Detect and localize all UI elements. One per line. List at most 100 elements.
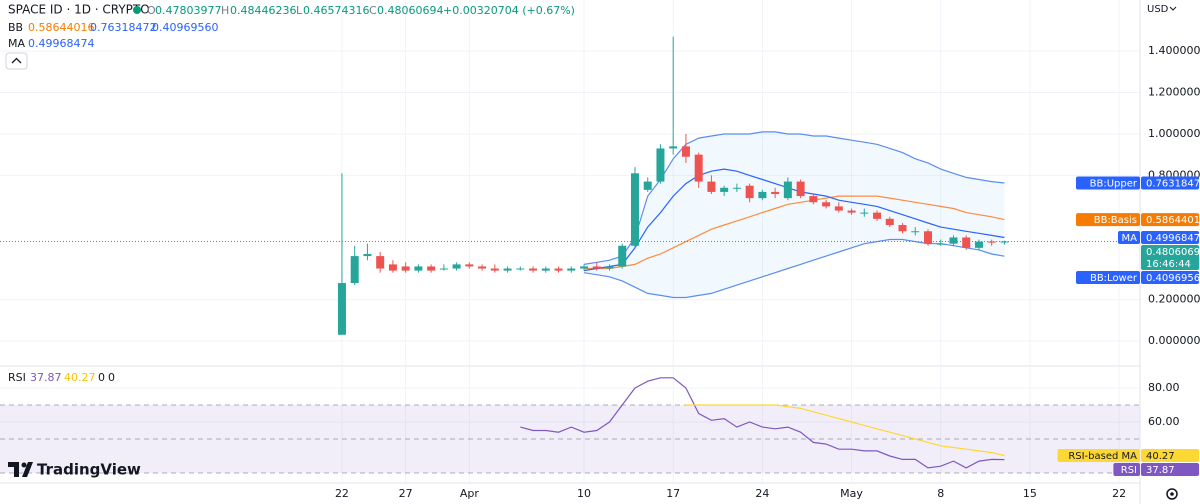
label-name: MA	[1122, 233, 1138, 244]
candle-body	[924, 231, 933, 244]
candle-body	[847, 210, 856, 213]
candle-body	[694, 154, 703, 182]
bb-value: 0.58644016	[28, 21, 94, 34]
candle-body	[1000, 241, 1009, 243]
value-label: 0.40969560	[1146, 273, 1200, 284]
bb-label: BB	[8, 21, 23, 34]
candle-body	[987, 241, 996, 243]
overlay-line	[584, 195, 1005, 270]
candle-body	[350, 256, 359, 284]
label-name: RSI-based MA	[1068, 451, 1137, 462]
rsi-value: 37.87	[30, 371, 62, 384]
candle-body	[376, 256, 385, 269]
ohlc-label: H	[221, 4, 229, 17]
rsi-extra: 0	[108, 371, 115, 384]
legend-header: SPACE ID · 1D · CRYPTO O 0.47803977 H 0.…	[5, 3, 575, 70]
x-tick-label: 17	[666, 487, 680, 500]
bb-fill	[584, 131, 1005, 298]
candle-body	[401, 266, 410, 271]
candle-body	[669, 146, 678, 149]
overlay-line	[583, 168, 1005, 272]
candle-body	[732, 187, 741, 189]
candle-body	[974, 241, 983, 248]
value-tag	[1141, 449, 1199, 463]
candle-body	[592, 266, 601, 269]
logo-text: TradingView	[37, 461, 141, 479]
candle-body	[414, 266, 423, 271]
ohlc-value: 0.47803977	[155, 4, 221, 17]
symbol: SPACE ID · 1D · CRYPTO	[8, 3, 150, 17]
x-tick-label: 22	[335, 487, 349, 500]
collapse-button[interactable]	[5, 52, 28, 70]
candle-body	[478, 266, 487, 269]
label-tag	[1118, 231, 1140, 245]
x-tick-label: Apr	[460, 487, 480, 500]
bb-value: 0.40969560	[152, 21, 218, 34]
candle-body	[796, 181, 805, 197]
x-tick-label: 15	[1023, 487, 1037, 500]
change: +0.00320704 (+0.67%)	[443, 4, 575, 17]
candle-body	[771, 191, 780, 194]
candle-body	[541, 268, 550, 271]
candle-body	[363, 254, 372, 257]
ohlc-label: O	[147, 4, 156, 17]
candle-body	[656, 148, 665, 182]
candle-body	[388, 264, 397, 271]
candle-body	[898, 225, 907, 232]
bb-value: 0.76318472	[90, 21, 156, 34]
label-name: RSI	[1121, 465, 1137, 476]
candle-body	[783, 181, 792, 199]
logo-icon	[21, 462, 27, 468]
candle-body	[834, 206, 843, 211]
value-tag	[1141, 271, 1199, 285]
y-tick-label: 1.20000000	[1148, 86, 1200, 99]
value-label: 0.58644016	[1146, 215, 1200, 226]
candle-body	[720, 187, 729, 192]
rsi-line	[685, 404, 1005, 457]
candle-body	[707, 181, 716, 192]
candle-body	[452, 264, 461, 269]
ma-value: 0.49968474	[28, 37, 94, 50]
y-tick-label: 80.00	[1148, 381, 1180, 394]
value-tag	[1141, 176, 1199, 190]
label-tag	[1057, 449, 1140, 463]
rsi-ma-value: 40.27	[64, 371, 96, 384]
candle-body	[618, 245, 627, 267]
settings[interactable]	[1166, 488, 1178, 500]
ohlc-value: 0.48446236	[230, 4, 296, 17]
value-label: 0.76318472	[1146, 178, 1200, 189]
candle-body	[630, 173, 639, 246]
candle-body	[936, 243, 945, 245]
y-tick-label: 0.00000000	[1148, 334, 1200, 347]
candle-body	[427, 266, 436, 271]
x-tick-label: 24	[755, 487, 769, 500]
value-tag	[1141, 245, 1199, 271]
y-tick-label: 60.00	[1148, 415, 1180, 428]
ma-label: MA	[8, 37, 25, 50]
y-tick-label: 1.00000000	[1148, 127, 1200, 140]
candle-body	[554, 268, 563, 271]
candle-body	[529, 268, 538, 271]
ohlc-value: 0.46574316	[303, 4, 369, 17]
x-tick-label: May	[840, 487, 863, 500]
x-tick-label: 27	[399, 487, 413, 500]
candle-body	[962, 237, 971, 248]
candle-body	[758, 191, 767, 199]
rsi-header: RSI 37.87 40.27 0 0	[8, 371, 115, 384]
x-tick-label: 10	[577, 487, 591, 500]
y-tick-label: 1.40000000	[1148, 44, 1200, 57]
overlay-line	[583, 131, 1005, 265]
settings-icon[interactable]	[1166, 488, 1178, 500]
currency-caret[interactable]	[1169, 6, 1177, 11]
value-tag	[1141, 231, 1199, 245]
candle-body	[681, 146, 690, 157]
candle-body	[567, 268, 576, 271]
candle-body	[337, 283, 346, 335]
label-name: BB:Lower	[1090, 273, 1138, 284]
plot	[0, 36, 1140, 474]
label-tag	[1113, 463, 1140, 477]
label-name: BB:Upper	[1090, 178, 1138, 189]
label-tag	[1076, 213, 1140, 227]
overlay-line	[583, 238, 1005, 299]
